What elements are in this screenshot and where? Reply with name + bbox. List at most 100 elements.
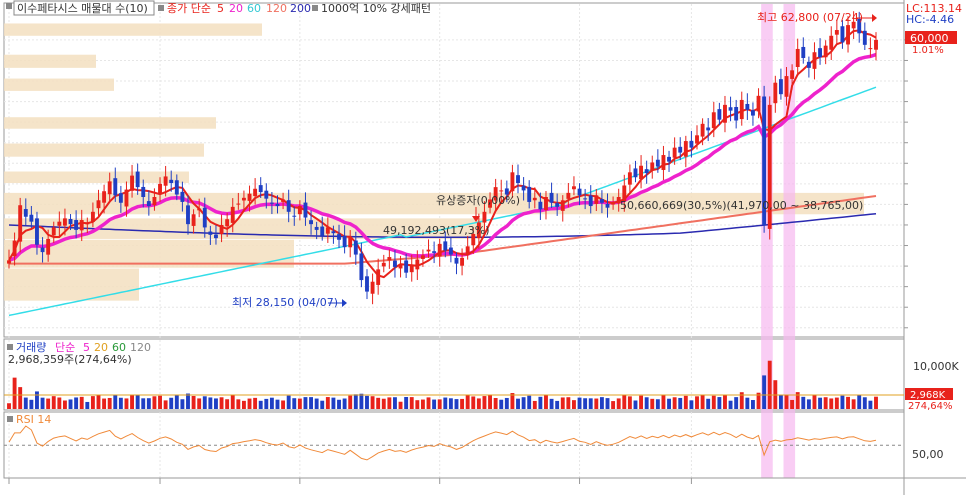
- volume-value: 2,968,359주(274,64%): [8, 353, 132, 366]
- candle-body: [448, 247, 453, 255]
- volume-bar: [510, 393, 515, 409]
- candle-body: [113, 178, 118, 196]
- candle-body: [767, 104, 772, 229]
- volume-bar: [219, 397, 224, 409]
- candle-body: [404, 260, 409, 273]
- volume-profile-band: [4, 23, 262, 36]
- candle-body: [667, 156, 671, 162]
- volume-bar: [868, 400, 873, 409]
- candle-body: [230, 206, 235, 223]
- volume-bar: [723, 394, 727, 409]
- volume-bar: [583, 398, 588, 409]
- candle-body: [174, 180, 179, 195]
- volume-bar: [555, 400, 560, 409]
- x-axis-labels: [4, 477, 966, 484]
- volume-ma-label: 단순: [55, 341, 75, 354]
- candle-body: [107, 181, 112, 195]
- volume-bar: [448, 398, 453, 409]
- legend-square-icon: [158, 5, 164, 11]
- last-price-box: [905, 31, 957, 44]
- volume-ma-60: 60: [112, 341, 126, 354]
- rsi-title: RSI 14: [16, 413, 51, 426]
- candle-body: [437, 243, 442, 257]
- header-legend: 이수페타시스 매물대 수(10) 종가 단순 5 20 60 120 200 1…: [6, 0, 431, 16]
- volume-bar: [750, 400, 755, 409]
- candle-body: [258, 185, 263, 193]
- volume-bar: [29, 399, 34, 409]
- stock-label-box[interactable]: [13, 0, 155, 16]
- candle-body: [689, 140, 694, 148]
- volume-bar: [566, 397, 571, 409]
- candle-body: [269, 202, 274, 204]
- volume-bar: [851, 399, 856, 409]
- volume-last-value: 2,968K: [910, 390, 946, 401]
- candle-body: [756, 95, 761, 112]
- volume-bar: [85, 401, 90, 409]
- legend-square-icon: [6, 3, 12, 9]
- candle-body: [381, 262, 386, 267]
- candle-body: [314, 226, 319, 230]
- candle-body: [236, 203, 241, 205]
- candle-body: [527, 186, 532, 202]
- volume-profile-band: [4, 192, 864, 215]
- volume-bar: [605, 398, 610, 409]
- candle-body: [795, 48, 800, 68]
- volume-bar: [96, 395, 101, 409]
- volume-bar: [504, 397, 509, 409]
- ma-period-120: 120: [266, 2, 287, 15]
- volume-bar: [801, 396, 806, 409]
- volume-bar: [102, 398, 107, 409]
- volume-bar: [471, 396, 476, 409]
- volume-bar: [454, 399, 459, 409]
- volume-bar: [398, 401, 403, 409]
- candle-body: [616, 196, 621, 204]
- candle-body: [672, 147, 677, 158]
- volume-bar: [214, 398, 218, 409]
- candle-body: [818, 48, 823, 58]
- volume-bar: [202, 396, 207, 409]
- volume-bar: [35, 391, 39, 409]
- candle-body: [588, 195, 593, 207]
- volume-bar: [622, 395, 627, 409]
- candle-body: [443, 241, 448, 251]
- volume-bar: [482, 396, 487, 409]
- candle-body: [409, 265, 414, 273]
- volume-profile-band: [4, 268, 139, 301]
- volume-bar: [689, 400, 694, 409]
- candle-body: [823, 45, 828, 58]
- volume-bar: [577, 397, 582, 409]
- candle-body: [633, 168, 638, 178]
- pattern-label: 1000억 10% 강세패턴: [321, 2, 431, 15]
- candle-body: [611, 203, 616, 205]
- candle-body: [622, 185, 627, 202]
- candle-body: [253, 188, 258, 197]
- candle-body: [544, 196, 548, 211]
- candle-body: [415, 259, 420, 270]
- volume-bar: [141, 398, 146, 409]
- volume-bar: [834, 397, 839, 409]
- volume-bar: [695, 396, 699, 409]
- candle-body: [264, 190, 269, 199]
- volume-bar: [812, 395, 817, 409]
- volume-bar: [544, 395, 548, 409]
- volume-bar: [107, 397, 112, 409]
- volume-ma-20: 20: [94, 341, 108, 354]
- volume-ma-5: 5: [83, 341, 90, 354]
- volume-bar: [655, 399, 660, 409]
- candle-body: [79, 220, 84, 231]
- volume-bar: [611, 401, 616, 409]
- volume-bar: [130, 395, 135, 409]
- legend-square-icon: [7, 344, 13, 350]
- candle-body: [560, 200, 565, 211]
- volume-bar: [790, 399, 795, 409]
- candle-body: [102, 191, 107, 203]
- candle-body: [488, 199, 492, 208]
- volume-bar: [840, 395, 845, 409]
- candle-body: [12, 240, 17, 257]
- candle-body: [790, 70, 795, 79]
- volume-bar: [365, 395, 369, 409]
- candle-body: [420, 255, 425, 259]
- volume-bar: [465, 395, 470, 409]
- candle-body: [68, 218, 73, 225]
- candle-body: [857, 18, 862, 34]
